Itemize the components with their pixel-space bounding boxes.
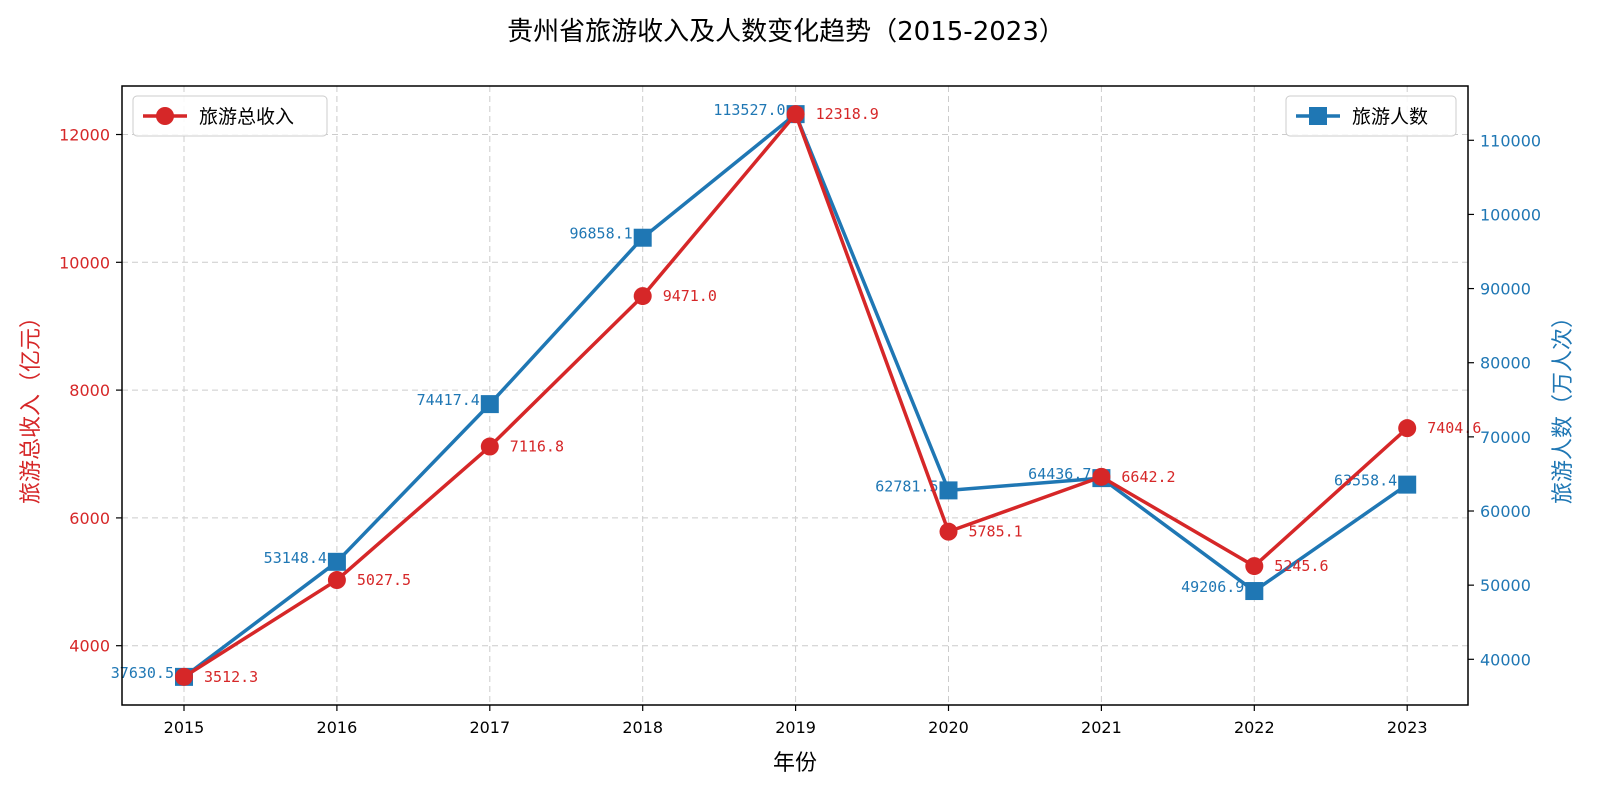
data-point [327, 552, 346, 571]
data-label: 3512.3 [204, 668, 258, 686]
legend-marker [1309, 107, 1327, 125]
x-tick-label: 2016 [317, 718, 358, 737]
y-left-tick-label: 6000 [69, 509, 110, 528]
x-tick-label: 2017 [469, 718, 510, 737]
y-left-tick-label: 8000 [69, 381, 110, 400]
y-left-tick-label: 10000 [59, 253, 110, 272]
legends: 旅游总收入 旅游人数 [132, 95, 1457, 137]
data-label: 37630.5 [111, 664, 174, 682]
x-tick-label: 2022 [1234, 718, 1275, 737]
data-point [1245, 582, 1264, 601]
data-label: 62781.5 [875, 477, 938, 495]
data-label: 74417.4 [417, 391, 480, 409]
data-label: 49206.9 [1181, 578, 1244, 596]
y-left-tick-label: 12000 [59, 126, 110, 145]
y-right-tick-label: 110000 [1480, 131, 1541, 150]
legend-label: 旅游人数 [1352, 106, 1428, 128]
data-label: 12318.9 [816, 105, 879, 123]
x-tick-label: 2015 [164, 718, 205, 737]
axes: 2015 2016 2017 2018 2019 2020 2021 2022 2023 4000… [59, 126, 1541, 737]
data-point [1398, 419, 1417, 438]
data-label: 7404.6 [1427, 419, 1481, 437]
data-label: 5245.6 [1274, 557, 1328, 575]
data-point [633, 228, 652, 247]
data-label: 113527.0 [713, 101, 785, 119]
y-right-tick-label: 70000 [1480, 428, 1531, 447]
x-tick-label: 2019 [775, 718, 816, 737]
data-point [1245, 557, 1264, 576]
y-right-tick-label: 100000 [1480, 205, 1541, 224]
data-label: 9471.0 [663, 287, 717, 305]
data-point [1092, 467, 1111, 486]
legend-box [1285, 95, 1457, 137]
y-left-tick-label: 4000 [69, 637, 110, 656]
y-right-axis-title: 旅游人数（万人次） [1551, 306, 1576, 504]
legend-marker [156, 107, 174, 125]
data-label: 5027.5 [357, 571, 411, 589]
y-right-tick-label: 50000 [1480, 576, 1531, 595]
data-label: 6642.2 [1121, 468, 1175, 486]
data-point [480, 395, 499, 414]
y-right-tick-label: 80000 [1480, 354, 1531, 373]
data-label: 96858.1 [569, 225, 632, 243]
x-tick-label: 2023 [1387, 718, 1428, 737]
series-revenue: 3512.3 5027.5 7116.8 9471.0 12318.9 5785.1 664… [175, 105, 1481, 686]
data-point [939, 522, 958, 541]
data-point [633, 287, 652, 306]
y-right-tick-label: 40000 [1480, 650, 1531, 669]
data-label: 5785.1 [969, 523, 1023, 541]
data-point [939, 481, 958, 500]
data-point [786, 105, 805, 124]
x-tick-label: 2018 [622, 718, 663, 737]
legend-label: 旅游总收入 [199, 106, 294, 128]
chart-title: 贵州省旅游收入及人数变化趋势（2015-2023） [507, 17, 1065, 47]
legend-revenue: 旅游总收入 [132, 95, 328, 137]
data-label: 63558.4 [1334, 472, 1397, 490]
data-point [1398, 475, 1417, 494]
data-point [175, 667, 193, 686]
data-point [327, 571, 346, 590]
y-left-axis-title: 旅游总收入（亿元） [19, 306, 44, 504]
data-point [480, 437, 499, 456]
plot-frame [121, 85, 1469, 706]
y-right-tick-label: 60000 [1480, 502, 1531, 521]
legend-box [132, 95, 328, 137]
series-layer: 37630.5 53148.4 74417.4 96858.1 113527.0 6278… [111, 101, 1481, 686]
x-axis-title: 年份 [773, 751, 817, 776]
x-tick-label: 2020 [928, 718, 969, 737]
y-right-tick-label: 90000 [1480, 280, 1531, 299]
data-label: 64436.7 [1028, 465, 1091, 483]
data-label: 53148.4 [264, 549, 327, 567]
legend-visitors: 旅游人数 [1285, 95, 1457, 137]
data-label: 7116.8 [510, 438, 564, 456]
grid [122, 86, 1468, 705]
x-tick-label: 2021 [1081, 718, 1122, 737]
